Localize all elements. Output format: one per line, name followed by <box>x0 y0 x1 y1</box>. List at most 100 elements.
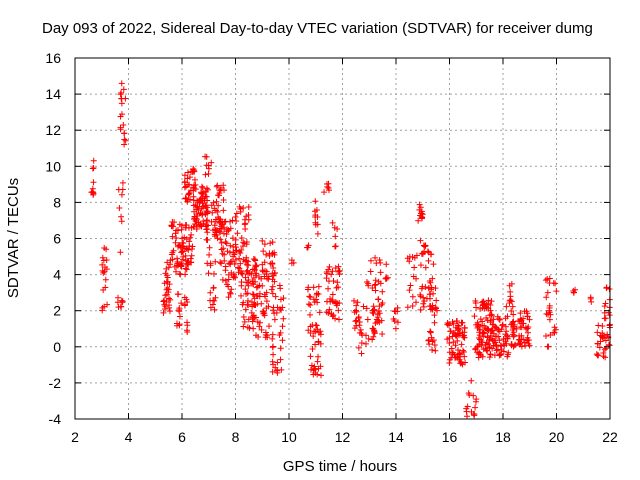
data-point <box>263 289 270 296</box>
data-point <box>214 182 221 189</box>
data-point <box>222 218 229 225</box>
data-point <box>351 309 358 316</box>
data-point <box>243 268 250 275</box>
data-point <box>326 306 333 313</box>
data-point <box>307 311 314 318</box>
data-point <box>316 309 323 316</box>
data-point <box>314 358 321 365</box>
data-point <box>240 323 247 330</box>
data-point <box>271 269 278 276</box>
data-point <box>451 351 458 358</box>
data-point <box>171 219 178 226</box>
data-point <box>600 350 607 357</box>
data-point <box>209 301 216 308</box>
data-point <box>184 175 191 182</box>
data-point <box>456 332 463 339</box>
data-point <box>454 318 461 325</box>
data-point <box>473 304 480 311</box>
data-point <box>432 347 439 354</box>
x-tick-label: 10 <box>281 429 297 445</box>
data-point <box>192 221 199 228</box>
data-point <box>447 328 454 335</box>
data-point <box>259 237 266 244</box>
data-point <box>251 256 258 263</box>
data-point <box>318 372 325 379</box>
y-tick-label: 8 <box>53 194 61 210</box>
data-point <box>411 264 418 271</box>
data-point <box>383 261 390 268</box>
data-point <box>358 330 365 337</box>
data-point <box>593 351 600 358</box>
data-point <box>233 210 240 217</box>
data-point <box>271 310 278 317</box>
data-point <box>99 304 106 311</box>
data-point <box>472 404 479 411</box>
data-point <box>426 295 433 302</box>
data-point <box>222 239 229 246</box>
data-point <box>474 324 481 331</box>
data-point <box>188 259 195 266</box>
data-point <box>250 291 257 298</box>
data-point <box>545 343 552 350</box>
data-point <box>310 367 317 374</box>
data-point <box>198 183 205 190</box>
data-point <box>236 248 243 255</box>
data-point <box>210 227 217 234</box>
data-point <box>417 237 424 244</box>
data-point <box>231 260 238 267</box>
data-point <box>198 189 205 196</box>
data-point <box>222 277 229 284</box>
x-tick-label: 6 <box>178 429 186 445</box>
data-point <box>572 286 579 293</box>
data-point <box>307 329 314 336</box>
data-point <box>364 316 371 323</box>
data-point <box>484 333 491 340</box>
data-point <box>277 345 284 352</box>
data-point <box>372 287 379 294</box>
data-point <box>255 333 262 340</box>
data-point <box>102 276 109 283</box>
data-point <box>328 271 335 278</box>
data-point <box>188 231 195 238</box>
x-tick-label: 4 <box>125 429 133 445</box>
data-point <box>307 353 314 360</box>
y-tick-label: 16 <box>45 50 61 66</box>
data-point <box>117 126 124 133</box>
data-point <box>475 335 482 342</box>
data-point <box>420 294 427 301</box>
data-point <box>525 324 532 331</box>
data-point <box>369 284 376 291</box>
data-point <box>218 246 225 253</box>
data-point <box>518 336 525 343</box>
data-point <box>377 280 384 287</box>
data-point <box>277 356 284 363</box>
data-point <box>240 314 247 321</box>
data-point <box>422 242 429 249</box>
data-point <box>486 337 493 344</box>
data-point <box>237 208 244 215</box>
y-tick-label: 2 <box>53 303 61 319</box>
data-point <box>276 305 283 312</box>
data-point <box>500 341 507 348</box>
data-point <box>429 346 436 353</box>
data-point <box>378 301 385 308</box>
data-point <box>430 261 437 268</box>
data-point <box>215 202 222 209</box>
data-point <box>325 309 332 316</box>
data-point <box>459 361 466 368</box>
data-point <box>504 353 511 360</box>
data-point <box>90 157 97 164</box>
data-point <box>166 308 173 315</box>
data-point <box>311 299 318 306</box>
data-point <box>513 325 520 332</box>
data-point <box>223 231 230 238</box>
data-point <box>271 249 278 256</box>
data-point <box>431 319 438 326</box>
data-point <box>274 359 281 366</box>
data-point <box>184 198 191 205</box>
data-point <box>468 377 475 384</box>
data-point <box>118 191 125 198</box>
data-point <box>198 205 205 212</box>
data-point <box>332 265 339 272</box>
data-point <box>444 319 451 326</box>
